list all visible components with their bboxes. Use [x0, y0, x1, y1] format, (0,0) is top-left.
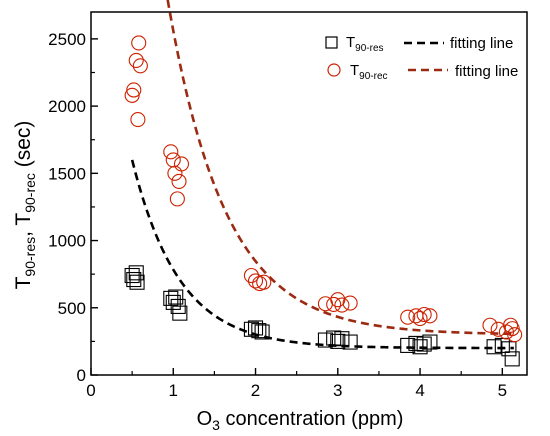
- data-point-res: [501, 341, 517, 357]
- y-tick-label: 500: [58, 299, 86, 318]
- data-point-rec: [132, 58, 148, 74]
- x-tick-label: 3: [333, 381, 342, 400]
- data-point-res: [330, 333, 346, 349]
- data-point-rec: [504, 321, 520, 337]
- legend-entry-rec: T90-rec fitting line: [327, 62, 518, 82]
- legend-circle-marker: [327, 63, 341, 77]
- data-point-res: [504, 351, 520, 367]
- legend-fit-label-res: fitting line: [450, 35, 513, 52]
- data-point-rec: [165, 152, 181, 168]
- x-tick-label: 5: [498, 381, 507, 400]
- data-point-res: [342, 334, 358, 350]
- y-tick-label: 0: [77, 366, 86, 385]
- x-tick-label: 4: [415, 381, 424, 400]
- legend-fit-label-rec: fitting line: [455, 63, 518, 80]
- data-point-res: [486, 339, 502, 355]
- legend-square-marker: [325, 36, 338, 49]
- x-tick-label: 0: [86, 381, 95, 400]
- data-point-res: [416, 336, 432, 352]
- fit-line-res: [130, 159, 514, 350]
- data-point-res: [317, 332, 334, 348]
- legend-label-res: T90-res: [346, 34, 384, 54]
- axes: 0 1 2 3 4 5 0 500 1000 1500 2000 2500: [48, 30, 507, 400]
- data-point-rec: [163, 144, 179, 160]
- data-point-res: [422, 334, 438, 350]
- data-point-rec: [330, 292, 346, 308]
- data-point-res: [326, 330, 342, 346]
- data-point-rec: [412, 310, 428, 327]
- data-point-rec: [326, 296, 342, 312]
- x-tick-label: 1: [169, 381, 178, 400]
- data-point-rec: [502, 317, 519, 333]
- data-point-res: [168, 289, 184, 305]
- data-point-rec: [400, 309, 416, 325]
- data-point-res: [334, 331, 350, 347]
- x-axis-title: O3 concentration (ppm): [197, 408, 404, 433]
- data-point-rec: [243, 267, 259, 284]
- data-point-rec: [171, 173, 187, 189]
- y-tick-label: 2500: [48, 30, 86, 49]
- data-point-res: [251, 323, 267, 339]
- plot-frame: [90, 11, 528, 376]
- data-point-rec: [256, 274, 272, 290]
- x-tick-label: 2: [251, 381, 260, 400]
- data-point-rec: [173, 156, 190, 172]
- data-point-rec: [126, 82, 142, 98]
- data-point-rec: [507, 327, 523, 343]
- data-point-rec: [167, 165, 183, 181]
- data-point-rec: [482, 317, 498, 333]
- data-point-res: [172, 305, 188, 321]
- data-point-rec: [130, 112, 146, 128]
- data-point-rec: [247, 273, 264, 289]
- data-point-rec: [422, 308, 438, 324]
- y-tick-label: 1500: [48, 164, 86, 183]
- fit-line-rec: [166, 0, 514, 336]
- y-tick-label: 1000: [48, 232, 86, 251]
- data-point-res: [129, 274, 145, 290]
- legend-label-rec: T90-rec: [350, 62, 388, 82]
- y-axis-title: T90-res, T90-rec (sec): [12, 121, 38, 290]
- data-point-rec: [416, 306, 432, 323]
- data-point-rec: [131, 35, 147, 51]
- legend-entry-res: T90-res fitting line: [325, 34, 513, 54]
- data-point-rec: [342, 295, 358, 311]
- data-point-rec: [334, 297, 350, 313]
- data-point-res: [128, 265, 144, 281]
- legend: T90-res fitting line T90-rec fitting lin…: [325, 34, 518, 82]
- data-point-res: [412, 339, 428, 355]
- data-point-rec: [128, 52, 144, 68]
- data-point-rec: [169, 191, 185, 207]
- data-point-res: [254, 324, 270, 340]
- data-point-rec: [124, 87, 140, 103]
- data-point-res: [400, 337, 416, 353]
- plot-area: [124, 0, 523, 367]
- y-tick-label: 2000: [48, 97, 86, 116]
